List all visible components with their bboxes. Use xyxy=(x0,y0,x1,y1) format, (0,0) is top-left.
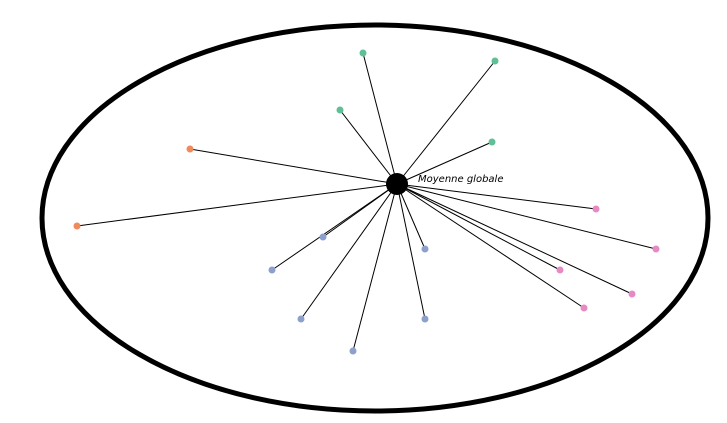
point-orange xyxy=(186,145,194,153)
spoke-line-blue xyxy=(396,183,426,320)
point-green xyxy=(359,49,367,57)
point-pink xyxy=(580,304,588,312)
spoke-line-pink xyxy=(396,183,597,210)
point-blue xyxy=(268,266,276,274)
outer-ellipse xyxy=(39,22,711,414)
spoke-line-green xyxy=(362,52,398,185)
spoke-line-blue xyxy=(300,183,398,320)
center-point xyxy=(386,173,408,195)
point-blue xyxy=(297,315,305,323)
spoke-line-blue xyxy=(352,183,398,352)
group-points xyxy=(73,49,660,355)
spoke-line-pink xyxy=(396,183,585,309)
point-blue xyxy=(319,233,327,241)
point-pink xyxy=(556,266,564,274)
spoke-line-pink xyxy=(396,183,561,271)
spoke-line-orange xyxy=(76,183,398,227)
spoke-line-blue xyxy=(396,183,426,250)
point-pink xyxy=(592,205,600,213)
point-orange xyxy=(73,222,81,230)
spoke-line-green xyxy=(396,141,493,185)
point-pink xyxy=(652,245,660,253)
point-blue xyxy=(421,245,429,253)
point-pink xyxy=(628,290,636,298)
point-green xyxy=(336,106,344,114)
center-label: Moyenne globale xyxy=(418,174,503,185)
spoke-line-orange xyxy=(189,148,398,185)
point-green xyxy=(491,57,499,65)
spoke-line-pink xyxy=(396,183,633,295)
point-green xyxy=(488,138,496,146)
spoke-line-blue xyxy=(271,183,398,271)
spoke-line-green xyxy=(396,60,496,185)
spoke-lines xyxy=(76,52,657,352)
spoke-line-green xyxy=(339,109,398,185)
point-blue xyxy=(421,315,429,323)
point-blue xyxy=(349,347,357,355)
spoke-line-pink xyxy=(396,183,657,250)
